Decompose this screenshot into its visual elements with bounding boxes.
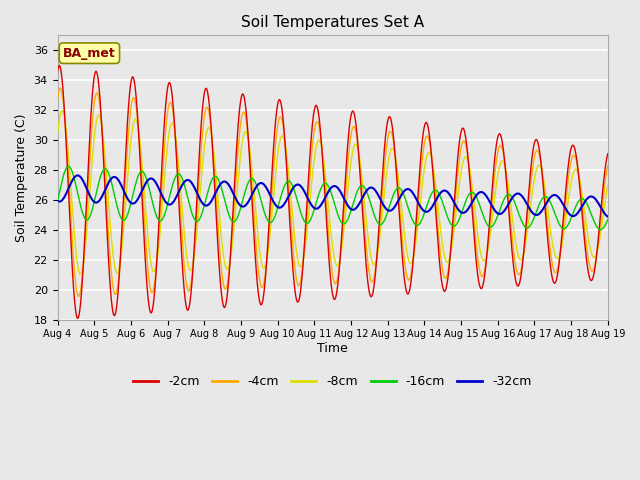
- Title: Soil Temperatures Set A: Soil Temperatures Set A: [241, 15, 424, 30]
- Legend: -2cm, -4cm, -8cm, -16cm, -32cm: -2cm, -4cm, -8cm, -16cm, -32cm: [129, 370, 537, 393]
- Text: BA_met: BA_met: [63, 47, 116, 60]
- X-axis label: Time: Time: [317, 342, 348, 355]
- Y-axis label: Soil Temperature (C): Soil Temperature (C): [15, 113, 28, 242]
